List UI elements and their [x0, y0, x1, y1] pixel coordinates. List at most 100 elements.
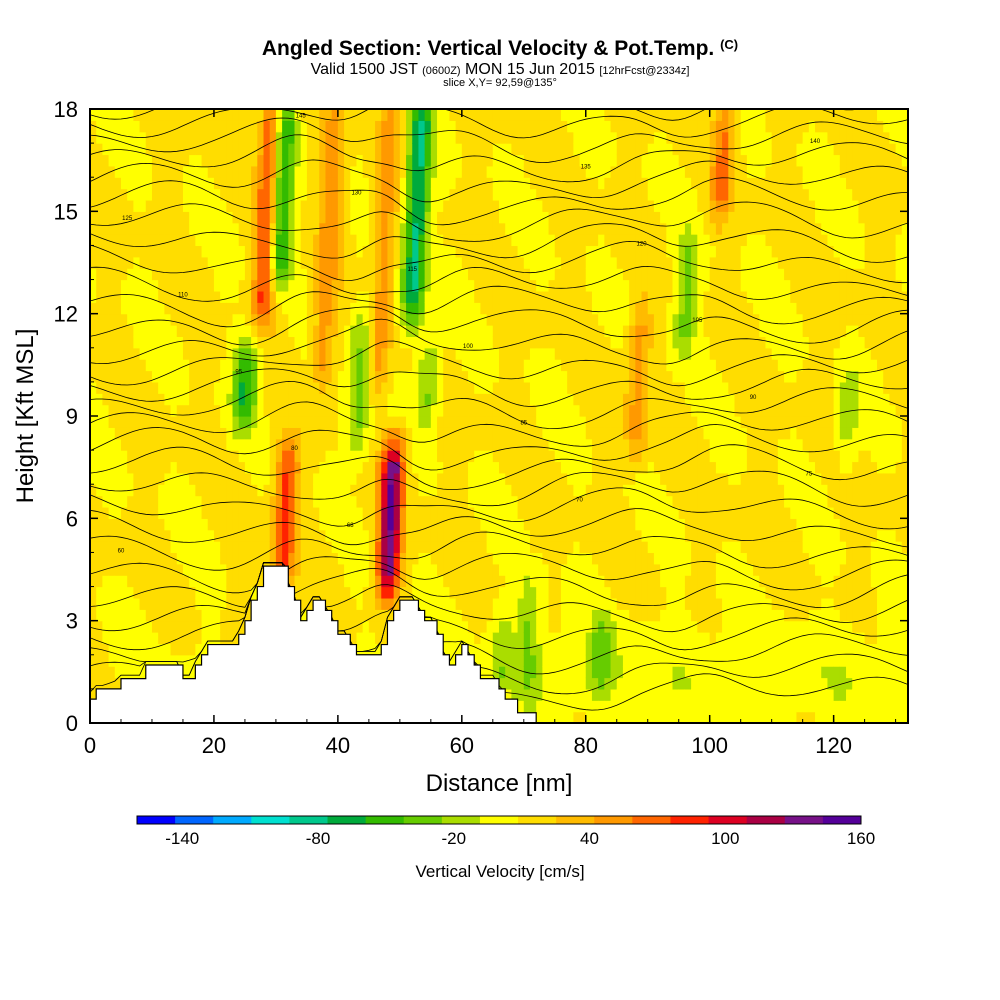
velocity-cell — [598, 541, 605, 554]
velocity-cell — [629, 359, 636, 372]
velocity-cell — [133, 529, 141, 542]
velocity-cell — [585, 370, 593, 383]
velocity-cell — [232, 222, 240, 235]
velocity-cell — [573, 256, 581, 269]
velocity-cell — [213, 199, 221, 212]
velocity-cell — [579, 643, 587, 656]
velocity-cell — [591, 609, 599, 622]
velocity-cell — [139, 575, 147, 588]
velocity-cell — [585, 620, 593, 633]
velocity-cell — [548, 393, 556, 406]
velocity-cell — [641, 620, 649, 633]
velocity-cell — [344, 484, 351, 497]
velocity-cell — [622, 700, 630, 713]
velocity-cell — [542, 552, 550, 565]
velocity-cell — [660, 518, 667, 531]
velocity-cell — [306, 256, 314, 269]
velocity-cell — [418, 268, 426, 281]
velocity-cell — [368, 506, 376, 519]
velocity-cell — [207, 484, 215, 497]
velocity-cell — [220, 131, 227, 144]
velocity-cell — [164, 381, 172, 394]
velocity-cell — [325, 325, 333, 338]
velocity-cell — [393, 211, 401, 224]
velocity-cell — [226, 199, 234, 212]
velocity-cell — [387, 336, 395, 349]
velocity-cell — [226, 313, 234, 326]
velocity-cell — [399, 131, 407, 144]
velocity-cell — [598, 654, 605, 667]
velocity-cell — [164, 188, 172, 201]
velocity-cell — [443, 597, 451, 610]
velocity-cell — [319, 438, 327, 451]
velocity-cell — [455, 177, 463, 190]
velocity-cell — [523, 552, 531, 565]
velocity-cell — [635, 416, 643, 428]
velocity-cell — [387, 506, 395, 519]
velocity-cell — [337, 518, 345, 531]
velocity-cell — [653, 199, 661, 212]
velocity-cell — [362, 131, 370, 144]
velocity-cell — [647, 688, 655, 701]
velocity-cell — [375, 393, 382, 406]
velocity-cell — [182, 109, 190, 121]
velocity-cell — [145, 313, 153, 326]
velocity-cell — [406, 393, 413, 406]
velocity-cell — [598, 529, 605, 542]
velocity-cell — [499, 256, 506, 269]
velocity-cell — [437, 188, 444, 201]
velocity-cell — [610, 654, 618, 667]
velocity-cell — [511, 541, 519, 554]
velocity-cell — [319, 518, 327, 531]
velocity-cell — [604, 666, 612, 679]
velocity-cell — [653, 552, 661, 565]
velocity-cell — [511, 427, 519, 440]
velocity-cell — [238, 336, 246, 349]
velocity-cell — [164, 143, 172, 156]
velocity-cell — [108, 109, 116, 121]
velocity-cell — [108, 199, 116, 212]
velocity-cell — [387, 347, 395, 360]
velocity-cell — [288, 211, 296, 224]
velocity-cell — [560, 336, 568, 349]
velocity-cell — [189, 188, 196, 201]
velocity-cell — [375, 120, 382, 133]
velocity-cell — [517, 404, 525, 417]
velocity-cell — [536, 268, 543, 281]
velocity-cell — [647, 677, 655, 690]
velocity-cell — [195, 506, 203, 519]
velocity-cell — [511, 302, 519, 315]
velocity-cell — [325, 268, 333, 281]
velocity-cell — [635, 370, 643, 383]
velocity-cell — [368, 165, 376, 178]
velocity-cell — [486, 563, 494, 576]
velocity-cell — [294, 359, 302, 372]
velocity-cell — [610, 393, 618, 406]
velocity-cell — [226, 268, 234, 281]
velocity-cell — [610, 495, 618, 508]
velocity-cell — [430, 165, 438, 178]
velocity-cell — [480, 381, 488, 394]
velocity-cell — [393, 427, 401, 440]
velocity-cell — [437, 393, 444, 406]
velocity-cell — [220, 461, 227, 474]
velocity-cell — [207, 597, 215, 610]
velocity-cell — [127, 211, 134, 224]
velocity-cell — [474, 143, 482, 156]
velocity-cell — [120, 234, 128, 247]
velocity-cell — [331, 165, 339, 178]
velocity-cell — [90, 484, 97, 497]
velocity-cell — [443, 245, 451, 258]
velocity-cell — [275, 438, 283, 451]
velocity-cell — [145, 506, 153, 519]
velocity-cell — [232, 632, 240, 645]
velocity-cell — [238, 461, 246, 474]
velocity-cell — [337, 541, 345, 554]
velocity-cell — [505, 245, 512, 258]
velocity-cell — [523, 677, 531, 690]
velocity-cell — [629, 143, 636, 156]
velocity-cell — [480, 188, 488, 201]
velocity-cell — [356, 484, 364, 497]
velocity-cell — [430, 245, 438, 258]
velocity-cell — [337, 290, 345, 303]
